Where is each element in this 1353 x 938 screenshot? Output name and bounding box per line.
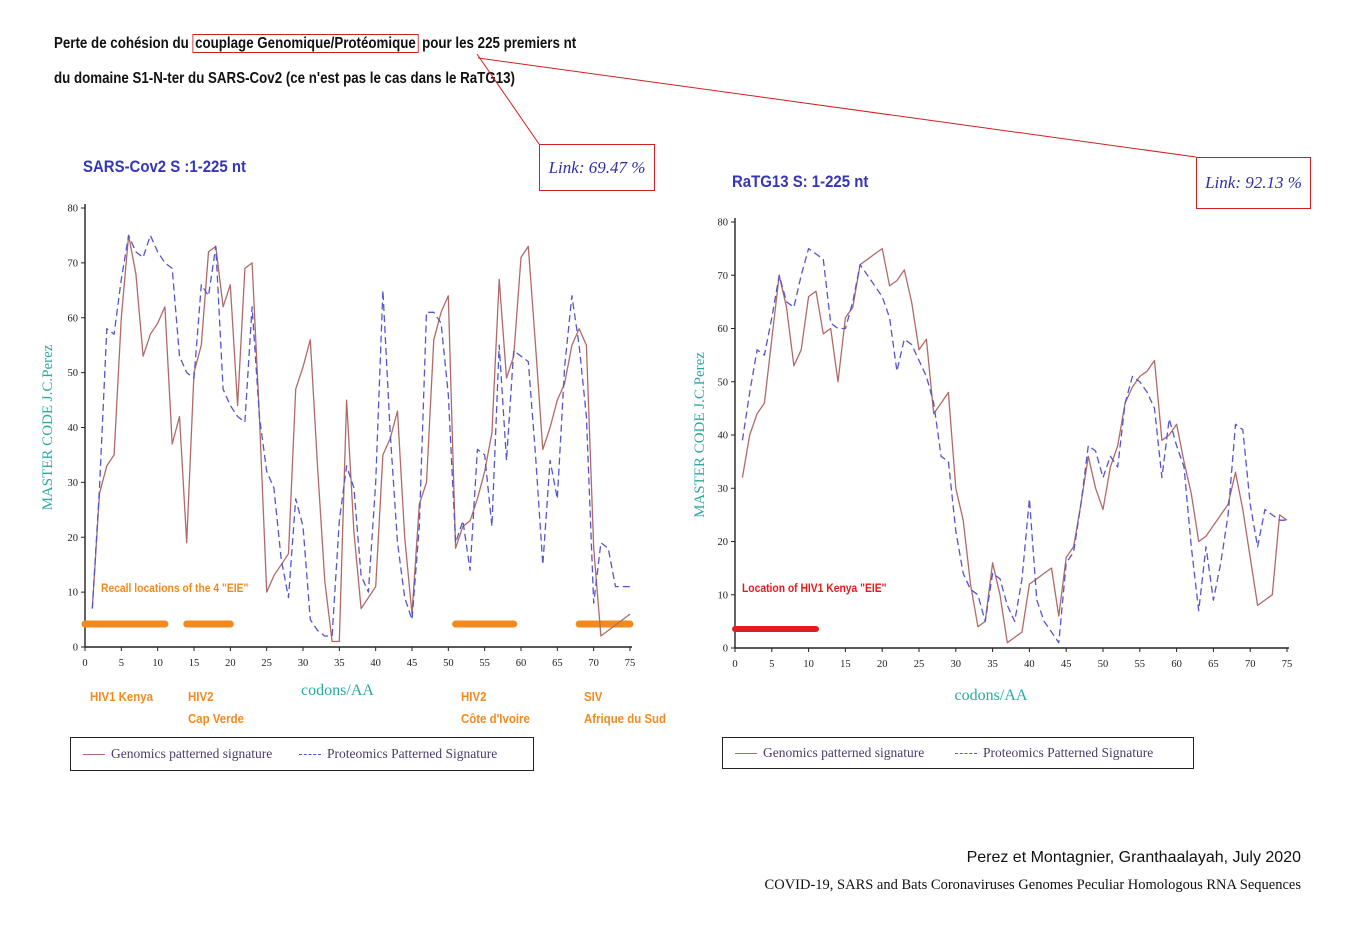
chart-2: 0 10 20 30 40 50 60 70 80 0 5 10 15 20 25 30 35 40 45 50 55 6… — [692, 218, 1293, 705]
y-tick-label: 40 — [718, 431, 729, 442]
citation-authors: Perez et Montagnier, Granthaalayah, July… — [966, 849, 1301, 866]
y-tick-label: 80 — [718, 218, 729, 229]
legend-proteomics: Proteomics Patterned Signature — [955, 738, 1153, 768]
y-tick-label: 70 — [68, 258, 79, 269]
chart-1-link-box: Link: 69.47 % — [539, 144, 655, 191]
legend-proteomics-swatch — [955, 752, 977, 754]
x-tick-label: 10 — [152, 658, 163, 669]
y-tick-label: 20 — [718, 537, 729, 548]
x-tick-label: 45 — [1061, 659, 1072, 670]
x-tick-label: 65 — [552, 658, 563, 669]
y-tick-label: 30 — [68, 478, 79, 489]
y-tick-label: 80 — [68, 204, 79, 215]
series-line-genomics — [741, 247, 1288, 644]
y-tick-label: 20 — [68, 533, 79, 544]
x-tick-label: 35 — [334, 658, 345, 669]
x-tick-label: 50 — [1098, 659, 1109, 670]
chart-1-legend: Genomics patterned signature Proteomics … — [70, 737, 534, 771]
x-tick-label: 40 — [1024, 659, 1035, 670]
x-axis-label: codons/AA — [955, 687, 1028, 704]
header-text-before: Perte de cohésion du — [54, 35, 193, 52]
legend-genomics-swatch — [83, 753, 105, 755]
y-tick-label: 50 — [68, 368, 79, 379]
x-tick-label: 30 — [298, 658, 309, 669]
x-tick-label: 5 — [119, 658, 124, 669]
chart-2-annotation: Location of HIV1 Kenya "EIE" — [742, 581, 887, 595]
eie-label-hiv2-cap-verde: HIV2 Cap Verde — [188, 689, 244, 726]
legend-proteomics: Proteomics Patterned Signature — [299, 738, 497, 770]
x-tick-label: 15 — [189, 658, 200, 669]
x-tick-label: 75 — [625, 658, 636, 669]
legend-genomics: Genomics patterned signature — [83, 738, 272, 770]
series-line-proteomics — [91, 234, 630, 637]
x-tick-label: 30 — [951, 659, 962, 670]
x-tick-label: 25 — [914, 659, 925, 670]
legend-genomics: Genomics patterned signature — [735, 738, 924, 768]
legend-genomics-swatch — [735, 752, 757, 754]
callout-line-right — [477, 57, 1197, 158]
x-tick-label: 0 — [82, 658, 87, 669]
chart-1-annotation: Recall locations of the 4 "EIE" — [101, 581, 249, 595]
x-tick-label: 70 — [1245, 659, 1256, 670]
x-tick-label: 20 — [877, 659, 888, 670]
x-axis-label: codons/AA — [301, 682, 374, 699]
eie-label-siv-afrique: SIV Afrique du Sud — [584, 689, 666, 726]
x-tick-label: 35 — [987, 659, 998, 670]
x-tick-label: 70 — [588, 658, 599, 669]
x-tick-label: 60 — [1171, 659, 1182, 670]
y-tick-label: 10 — [718, 590, 729, 601]
y-tick-label: 60 — [68, 313, 79, 324]
x-tick-label: 60 — [516, 658, 527, 669]
citation-title: COVID-19, SARS and Bats Coronaviruses Ge… — [764, 877, 1301, 893]
y-tick-label: 50 — [718, 377, 729, 388]
legend-proteomics-swatch — [299, 753, 321, 755]
eie-label-hiv1-kenya: HIV1 Kenya — [90, 689, 153, 704]
x-tick-label: 20 — [225, 658, 236, 669]
x-tick-label: 55 — [1135, 659, 1146, 670]
eie-label-hiv2-cote-ivoire: HIV2 Côte d'Ivoire — [461, 689, 530, 726]
x-tick-label: 0 — [732, 659, 737, 670]
x-tick-label: 45 — [407, 658, 418, 669]
x-tick-label: 5 — [769, 659, 774, 670]
y-tick-label: 60 — [718, 324, 729, 335]
y-tick-label: 10 — [68, 588, 79, 599]
chart-2-title: RaTG13 S: 1-225 nt — [732, 172, 869, 191]
x-tick-label: 75 — [1282, 659, 1293, 670]
x-tick-label: 50 — [443, 658, 454, 669]
x-tick-label: 40 — [370, 658, 381, 669]
header-line-1: Perte de cohésion du couplage Genomique/… — [54, 34, 577, 53]
callout-line-left — [476, 53, 540, 145]
y-tick-label: 0 — [73, 643, 78, 654]
header-line-2: du domaine S1-N-ter du SARS-Cov2 (ce n'e… — [54, 70, 515, 87]
header-text-after: pour les 225 premiers nt — [418, 35, 577, 52]
y-tick-label: 0 — [723, 644, 728, 655]
y-tick-label: 40 — [68, 423, 79, 434]
x-tick-label: 25 — [261, 658, 272, 669]
chart-2-legend: Genomics patterned signature Proteomics … — [722, 737, 1194, 769]
chart-2-link-box: Link: 92.13 % — [1196, 157, 1311, 209]
chart-1-title: SARS-Cov2 S :1-225 nt — [83, 157, 246, 176]
y-tick-label: 30 — [718, 484, 729, 495]
chart-1: 0 10 20 30 40 50 60 70 80 0 5 10 15 20 25 30 35 40 45 50 55 6… — [40, 204, 636, 700]
x-tick-label: 15 — [840, 659, 851, 670]
x-tick-label: 65 — [1208, 659, 1219, 670]
y-tick-label: 70 — [718, 271, 729, 282]
series-line-genomics — [91, 234, 631, 643]
y-axis-label: MASTER CODE J.C.Perez — [40, 344, 56, 510]
x-tick-label: 10 — [803, 659, 814, 670]
y-axis-label: MASTER CODE J.C.Perez — [692, 352, 708, 518]
x-tick-label: 55 — [479, 658, 490, 669]
series-line-proteomics — [741, 247, 1287, 644]
header-highlight-box: couplage Genomique/Protéomique — [192, 34, 419, 53]
